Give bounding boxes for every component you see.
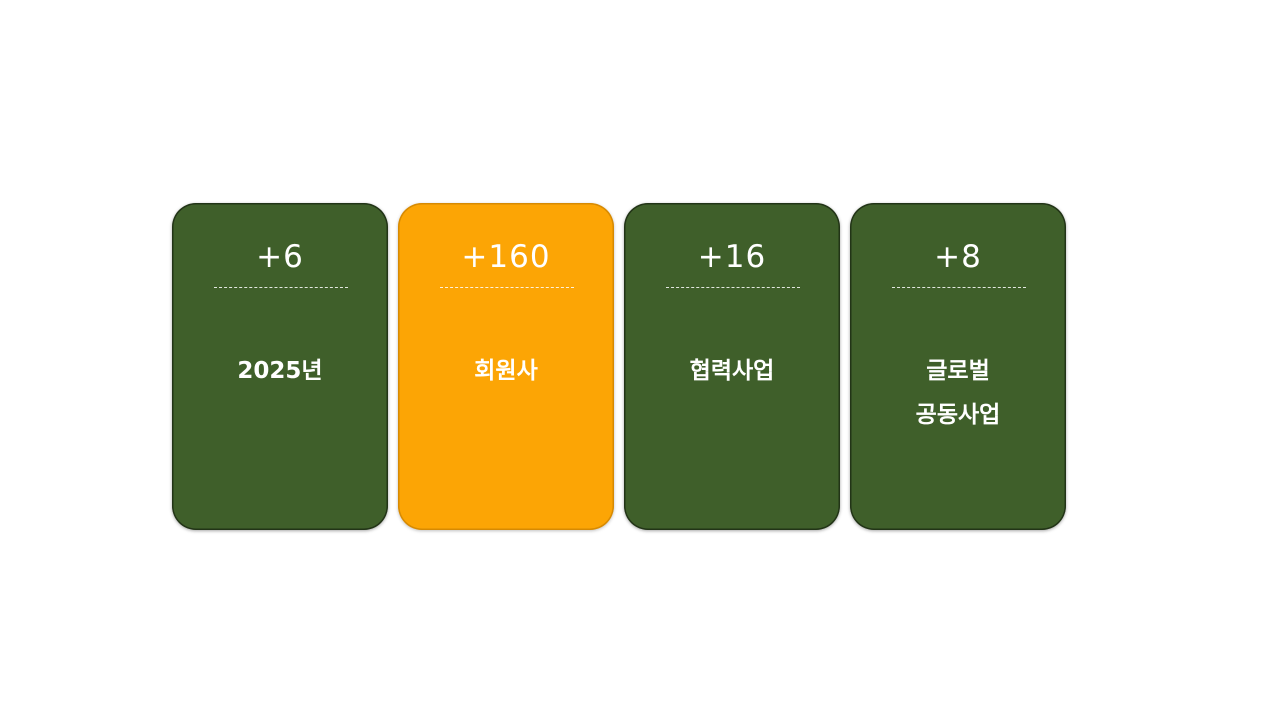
stat-card-global-projects: +8 글로벌 공동사업: [850, 203, 1066, 530]
stat-label-line: 2025년: [237, 358, 323, 384]
dashed-divider: [892, 287, 1026, 288]
dashed-divider: [214, 287, 348, 288]
stat-card-2025: +6 2025년: [172, 203, 388, 530]
stat-label: 회원사: [398, 349, 614, 393]
stat-label-line: 글로벌: [926, 358, 990, 384]
stat-label: 글로벌 공동사업: [850, 349, 1066, 437]
dashed-divider: [666, 287, 800, 288]
stat-value: +8: [934, 239, 982, 275]
stat-card-members: +160 회원사: [398, 203, 614, 530]
stat-value: +160: [461, 239, 551, 275]
stat-card-partnerships: +16 협력사업: [624, 203, 840, 530]
stat-label-line: 협력사업: [689, 358, 775, 384]
stat-label: 2025년: [172, 349, 388, 393]
stat-value: +16: [697, 239, 767, 275]
stat-value: +6: [256, 239, 304, 275]
stat-label-line: 회원사: [474, 358, 538, 384]
stat-label-line: 공동사업: [915, 402, 1001, 428]
stat-label: 협력사업: [624, 349, 840, 393]
dashed-divider: [440, 287, 574, 288]
